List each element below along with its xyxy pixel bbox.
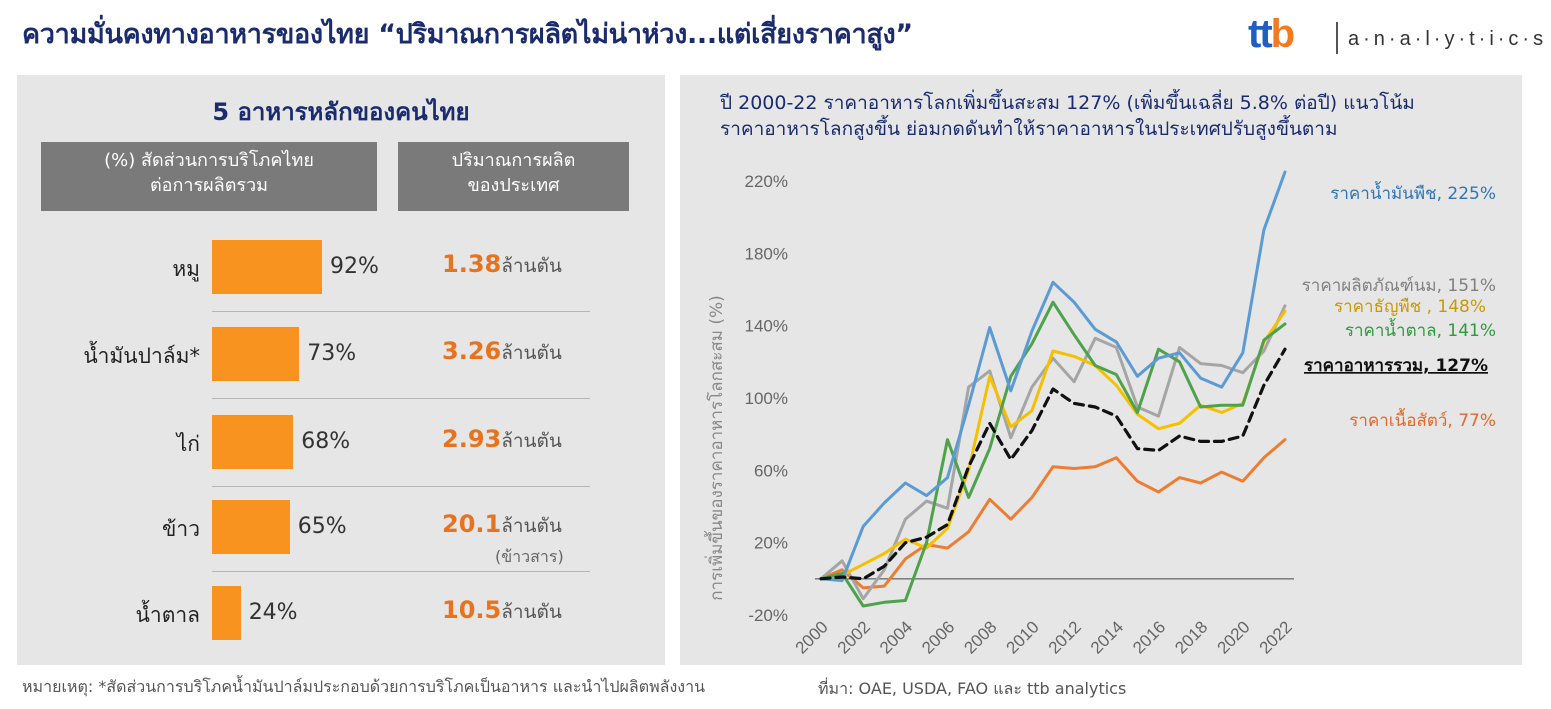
staple-foods-title: 5 อาหารหลักของคนไทย	[212, 98, 470, 126]
production-volume-number: 3.26	[442, 337, 502, 365]
production-volume: 2.93ล้านตัน	[442, 425, 562, 456]
consumption-share-bar	[212, 500, 290, 554]
x-tick-label: 2016	[1129, 617, 1169, 657]
series-line	[819, 304, 1287, 601]
y-tick-label: 20%	[754, 534, 788, 553]
series-label: ราคาธัญพืช , 148%	[1334, 297, 1486, 317]
x-tick-label: 2012	[1045, 617, 1085, 657]
food-label: ข้าว	[162, 517, 200, 541]
y-tick-label: 140%	[745, 317, 788, 336]
x-tick-label: 2006	[918, 617, 958, 657]
production-volume-number: 10.5	[442, 596, 502, 624]
production-volume-header: ปริมาณการผลิต ของประเทศ	[398, 142, 629, 211]
footnote: หมายเหตุ: *สัดส่วนการบริโภคน้ำมันปาล์มปร…	[22, 677, 706, 696]
y-tick-label: 180%	[745, 244, 788, 263]
x-tick-label: 2022	[1256, 617, 1296, 657]
series-label: ราคาน้ำตาล, 141%	[1345, 318, 1496, 341]
food-label: น้ำตาล	[135, 603, 200, 627]
production-volume-number: 20.1	[442, 510, 502, 538]
y-tick-label: 220%	[745, 172, 788, 191]
food-label: น้ำมันปาล์ม*	[83, 344, 200, 368]
y-tick-label: -20%	[748, 606, 788, 625]
food-price-summary: ปี 2000-22 ราคาอาหารโลกเพิ่มขึ้นสะสม 127…	[720, 90, 1415, 142]
production-volume: 1.38ล้านตัน	[442, 250, 562, 281]
staple-foods-panel: 5 อาหารหลักของคนไทย (%) สัดส่วนการบริโภค…	[17, 75, 665, 665]
y-tick-label: 100%	[745, 389, 788, 408]
food-price-line-chart: -20%20%60%100%140%180%220%2000 2002 2004 20…	[704, 170, 1496, 658]
x-tick-label: 2004	[876, 617, 916, 657]
production-volume-number: 1.38	[442, 250, 502, 278]
production-volume: 3.26ล้านตัน	[442, 337, 562, 368]
consumption-share-value: 68%	[301, 429, 351, 454]
consumption-share-value: 24%	[248, 600, 298, 625]
production-volume-unit: ล้านตัน	[501, 255, 562, 277]
consumption-share-bar	[212, 240, 322, 294]
food-label: ไก่	[176, 432, 200, 456]
y-axis-title: การเพิ่มขึ้นของราคาอาหารโลกสะสม (%)	[704, 295, 727, 601]
panel-divider	[672, 88, 674, 658]
series-line	[819, 309, 1287, 581]
series-line	[819, 170, 1287, 583]
series-label: ราคาผลิตภัณฑ์นม, 151%	[1302, 276, 1496, 296]
production-volume-unit: ล้านตัน	[501, 342, 562, 364]
food-label: หมู	[172, 257, 200, 281]
logo-separator	[1336, 22, 1338, 54]
row-separator	[212, 398, 590, 399]
consumption-share-bar	[212, 415, 294, 469]
consumption-share-value: 92%	[330, 254, 379, 279]
food-price-summary-line1: ปี 2000-22 ราคาอาหารโลกเพิ่มขึ้นสะสม 127…	[720, 92, 1415, 114]
x-tick-label: 2008	[960, 617, 1000, 657]
production-volume: 20.1ล้านตัน	[442, 510, 562, 541]
series-line	[819, 300, 1287, 608]
row-separator	[212, 486, 590, 487]
row-separator	[212, 311, 590, 312]
x-tick-label: 2018	[1171, 617, 1211, 657]
y-tick-label: 60%	[754, 461, 788, 480]
consumption-share-bar	[212, 327, 300, 381]
series-label: ราคาอาหารรวม, 127%	[1304, 356, 1488, 376]
consumption-share-bar	[212, 586, 241, 640]
ttb-analytics-logo: ttb a·n·a·l·y·t·i·c·s	[1248, 12, 1543, 62]
x-tick-label: 2020	[1213, 617, 1253, 657]
consumption-share-header-line1: (%) สัดส่วนการบริโภคไทย	[104, 150, 314, 171]
consumption-share-value: 65%	[297, 514, 347, 539]
consumption-share-header: (%) สัดส่วนการบริโภคไทย ต่อการผลิตรวม	[41, 142, 377, 211]
production-volume: 10.5ล้านตัน	[442, 596, 562, 627]
series-label: ราคาเนื้อสัตว์, 77%	[1349, 408, 1496, 431]
production-volume-header-line1: ปริมาณการผลิต	[451, 150, 576, 171]
logo-ttb-mark: ttb	[1248, 12, 1295, 56]
x-tick-label: 2014	[1087, 617, 1127, 657]
production-volume-unit: ล้านตัน	[501, 601, 562, 623]
x-tick-label: 2000	[792, 617, 832, 657]
consumption-share-header-line2: ต่อการผลิตรวม	[149, 175, 269, 196]
row-separator	[212, 571, 590, 572]
x-tick-label: 2010	[1003, 617, 1043, 657]
production-volume-header-line2: ของประเทศ	[467, 175, 560, 196]
logo-analytics-text: a·n·a·l·y·t·i·c·s	[1348, 28, 1548, 50]
consumption-share-value: 73%	[307, 341, 357, 366]
page-title: ความมั่นคงทางอาหารของไทย “ปริมาณการผลิตไ…	[22, 19, 913, 50]
food-price-summary-line2: ราคาอาหารโลกสูงขึ้น ย่อมกดดันทำให้ราคาอา…	[720, 118, 1338, 140]
production-volume-unit: ล้านตัน	[501, 430, 562, 452]
source-note: ที่มา: OAE, USDA, FAO และ ttb analytics	[818, 679, 1127, 698]
production-volume-note: (ข้าวสาร)	[495, 547, 564, 566]
series-line	[819, 347, 1287, 581]
series-line	[819, 438, 1287, 590]
production-volume-unit: ล้านตัน	[501, 515, 562, 537]
production-volume-number: 2.93	[442, 425, 502, 453]
series-label: ราคาน้ำมันพืช, 225%	[1330, 181, 1496, 204]
x-tick-label: 2002	[834, 617, 874, 657]
